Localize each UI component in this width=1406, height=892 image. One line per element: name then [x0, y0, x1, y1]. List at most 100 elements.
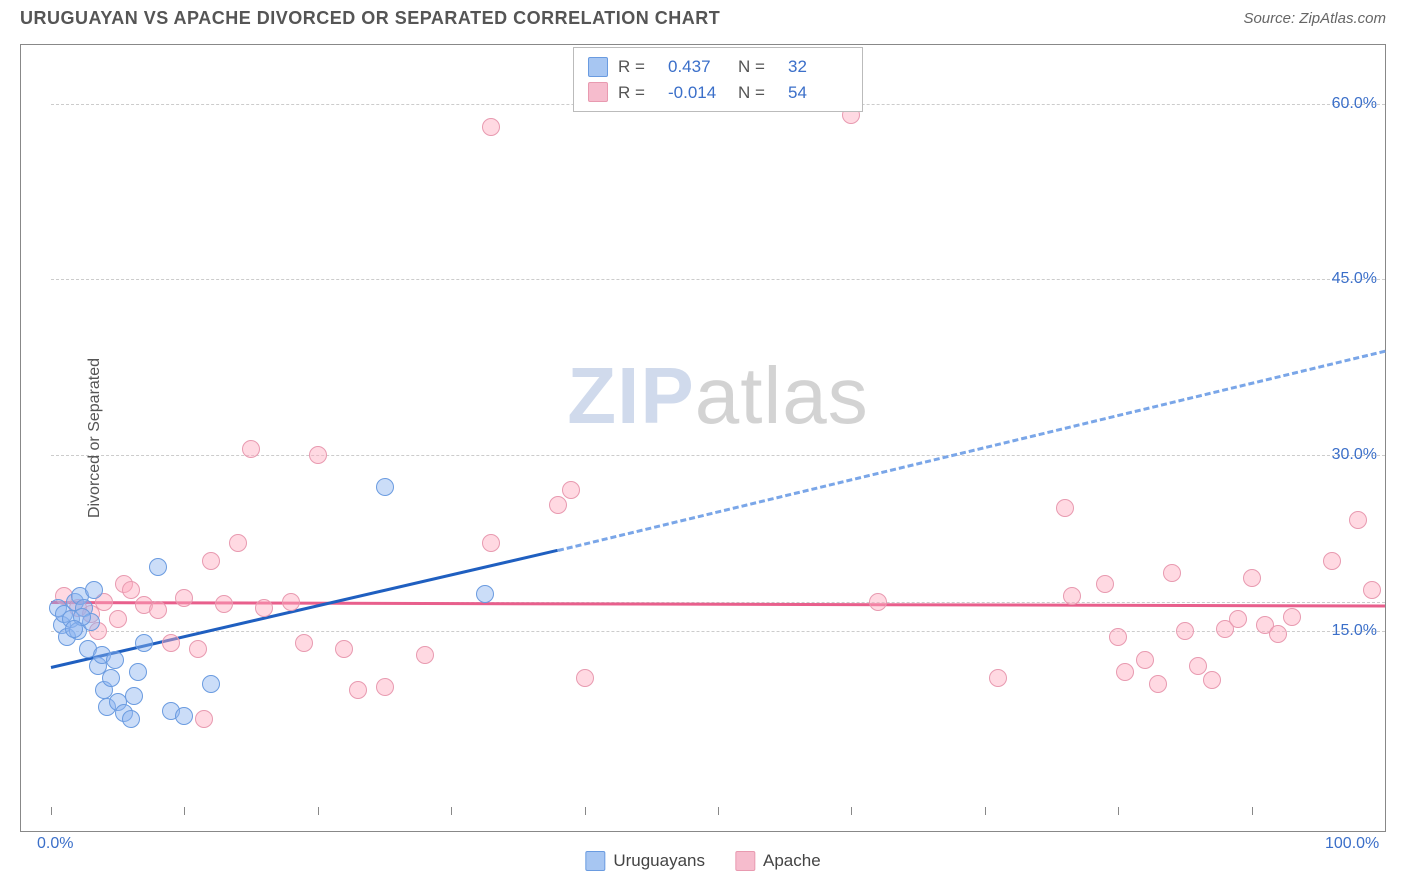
x-tick [718, 807, 719, 815]
y-tick-label: 15.0% [1332, 622, 1377, 640]
data-point-apache [1136, 651, 1154, 669]
data-point-uruguayans [122, 710, 140, 728]
data-point-apache [549, 496, 567, 514]
legend-row-apache: R = -0.014 N = 54 [588, 80, 848, 106]
x-tick [1118, 807, 1119, 815]
x-tick [985, 807, 986, 815]
data-point-apache [349, 681, 367, 699]
x-tick [851, 807, 852, 815]
series-legend: Uruguayans Apache [585, 851, 820, 871]
legend-item-apache: Apache [735, 851, 821, 871]
x-tick [51, 807, 52, 815]
data-point-apache [175, 589, 193, 607]
data-point-uruguayans [476, 585, 494, 603]
data-point-apache [1229, 610, 1247, 628]
data-point-apache [1176, 622, 1194, 640]
y-tick-label: 30.0% [1332, 446, 1377, 464]
r-value-uruguayans: 0.437 [668, 54, 728, 80]
data-point-uruguayans [102, 669, 120, 687]
n-label: N = [738, 80, 778, 106]
data-point-apache [1189, 657, 1207, 675]
data-point-apache [242, 440, 260, 458]
chart-container: Divorced or Separated ZIPatlas R = 0.437… [20, 44, 1386, 832]
legend-swatch-uruguayans [585, 851, 605, 871]
n-value-uruguayans: 32 [788, 54, 848, 80]
x-tick [184, 807, 185, 815]
data-point-apache [482, 534, 500, 552]
data-point-apache [1056, 499, 1074, 517]
data-point-apache [122, 581, 140, 599]
data-point-apache [1323, 552, 1341, 570]
data-point-apache [215, 595, 233, 613]
data-point-apache [1116, 663, 1134, 681]
data-point-apache [1203, 671, 1221, 689]
data-point-apache [1063, 587, 1081, 605]
data-point-apache [562, 481, 580, 499]
y-tick-label: 60.0% [1332, 95, 1377, 113]
plot-area: ZIPatlas R = 0.437 N = 32 R = -0.014 N =… [51, 45, 1385, 807]
x-tick [1252, 807, 1253, 815]
n-label: N = [738, 54, 778, 80]
data-point-uruguayans [129, 663, 147, 681]
data-point-apache [162, 634, 180, 652]
data-point-uruguayans [202, 675, 220, 693]
data-point-apache [309, 446, 327, 464]
data-point-apache [1096, 575, 1114, 593]
data-point-apache [255, 599, 273, 617]
data-point-apache [869, 593, 887, 611]
data-point-uruguayans [135, 634, 153, 652]
data-point-apache [1243, 569, 1261, 587]
x-tick [318, 807, 319, 815]
data-point-apache [376, 678, 394, 696]
chart-source: Source: ZipAtlas.com [1243, 10, 1386, 27]
correlation-legend: R = 0.437 N = 32 R = -0.014 N = 54 [573, 47, 863, 112]
data-point-apache [1149, 675, 1167, 693]
data-point-apache [195, 710, 213, 728]
data-point-uruguayans [65, 620, 83, 638]
x-tick [585, 807, 586, 815]
x-tick-label: 0.0% [37, 835, 73, 853]
n-value-apache: 54 [788, 80, 848, 106]
data-point-uruguayans [175, 707, 193, 725]
x-tick-label: 100.0% [1325, 835, 1379, 853]
legend-label-uruguayans: Uruguayans [613, 851, 705, 871]
legend-swatch-uruguayans [588, 57, 608, 77]
data-point-apache [202, 552, 220, 570]
legend-item-uruguayans: Uruguayans [585, 851, 705, 871]
data-point-apache [109, 610, 127, 628]
legend-swatch-apache [735, 851, 755, 871]
chart-title: URUGUAYAN VS APACHE DIVORCED OR SEPARATE… [20, 8, 720, 29]
data-point-apache [282, 593, 300, 611]
gridline [51, 279, 1385, 280]
watermark-part1: ZIP [567, 351, 694, 440]
data-point-uruguayans [376, 478, 394, 496]
watermark-part2: atlas [695, 351, 869, 440]
data-point-apache [189, 640, 207, 658]
watermark: ZIPatlas [567, 350, 868, 442]
legend-row-uruguayans: R = 0.437 N = 32 [588, 54, 848, 80]
data-point-uruguayans [149, 558, 167, 576]
legend-swatch-apache [588, 82, 608, 102]
legend-label-apache: Apache [763, 851, 821, 871]
data-point-uruguayans [106, 651, 124, 669]
data-point-apache [416, 646, 434, 664]
y-tick-label: 45.0% [1332, 270, 1377, 288]
r-value-apache: -0.014 [668, 80, 728, 106]
r-label: R = [618, 54, 658, 80]
data-point-uruguayans [125, 687, 143, 705]
data-point-uruguayans [85, 581, 103, 599]
data-point-apache [1163, 564, 1181, 582]
x-tick [451, 807, 452, 815]
trend-line-uruguayans-dashed [558, 350, 1386, 552]
data-point-apache [295, 634, 313, 652]
data-point-apache [149, 601, 167, 619]
data-point-apache [1109, 628, 1127, 646]
r-label: R = [618, 80, 658, 106]
x-tick [1385, 807, 1386, 815]
data-point-apache [335, 640, 353, 658]
data-point-apache [989, 669, 1007, 687]
data-point-apache [229, 534, 247, 552]
data-point-apache [482, 118, 500, 136]
data-point-apache [1363, 581, 1381, 599]
data-point-apache [576, 669, 594, 687]
